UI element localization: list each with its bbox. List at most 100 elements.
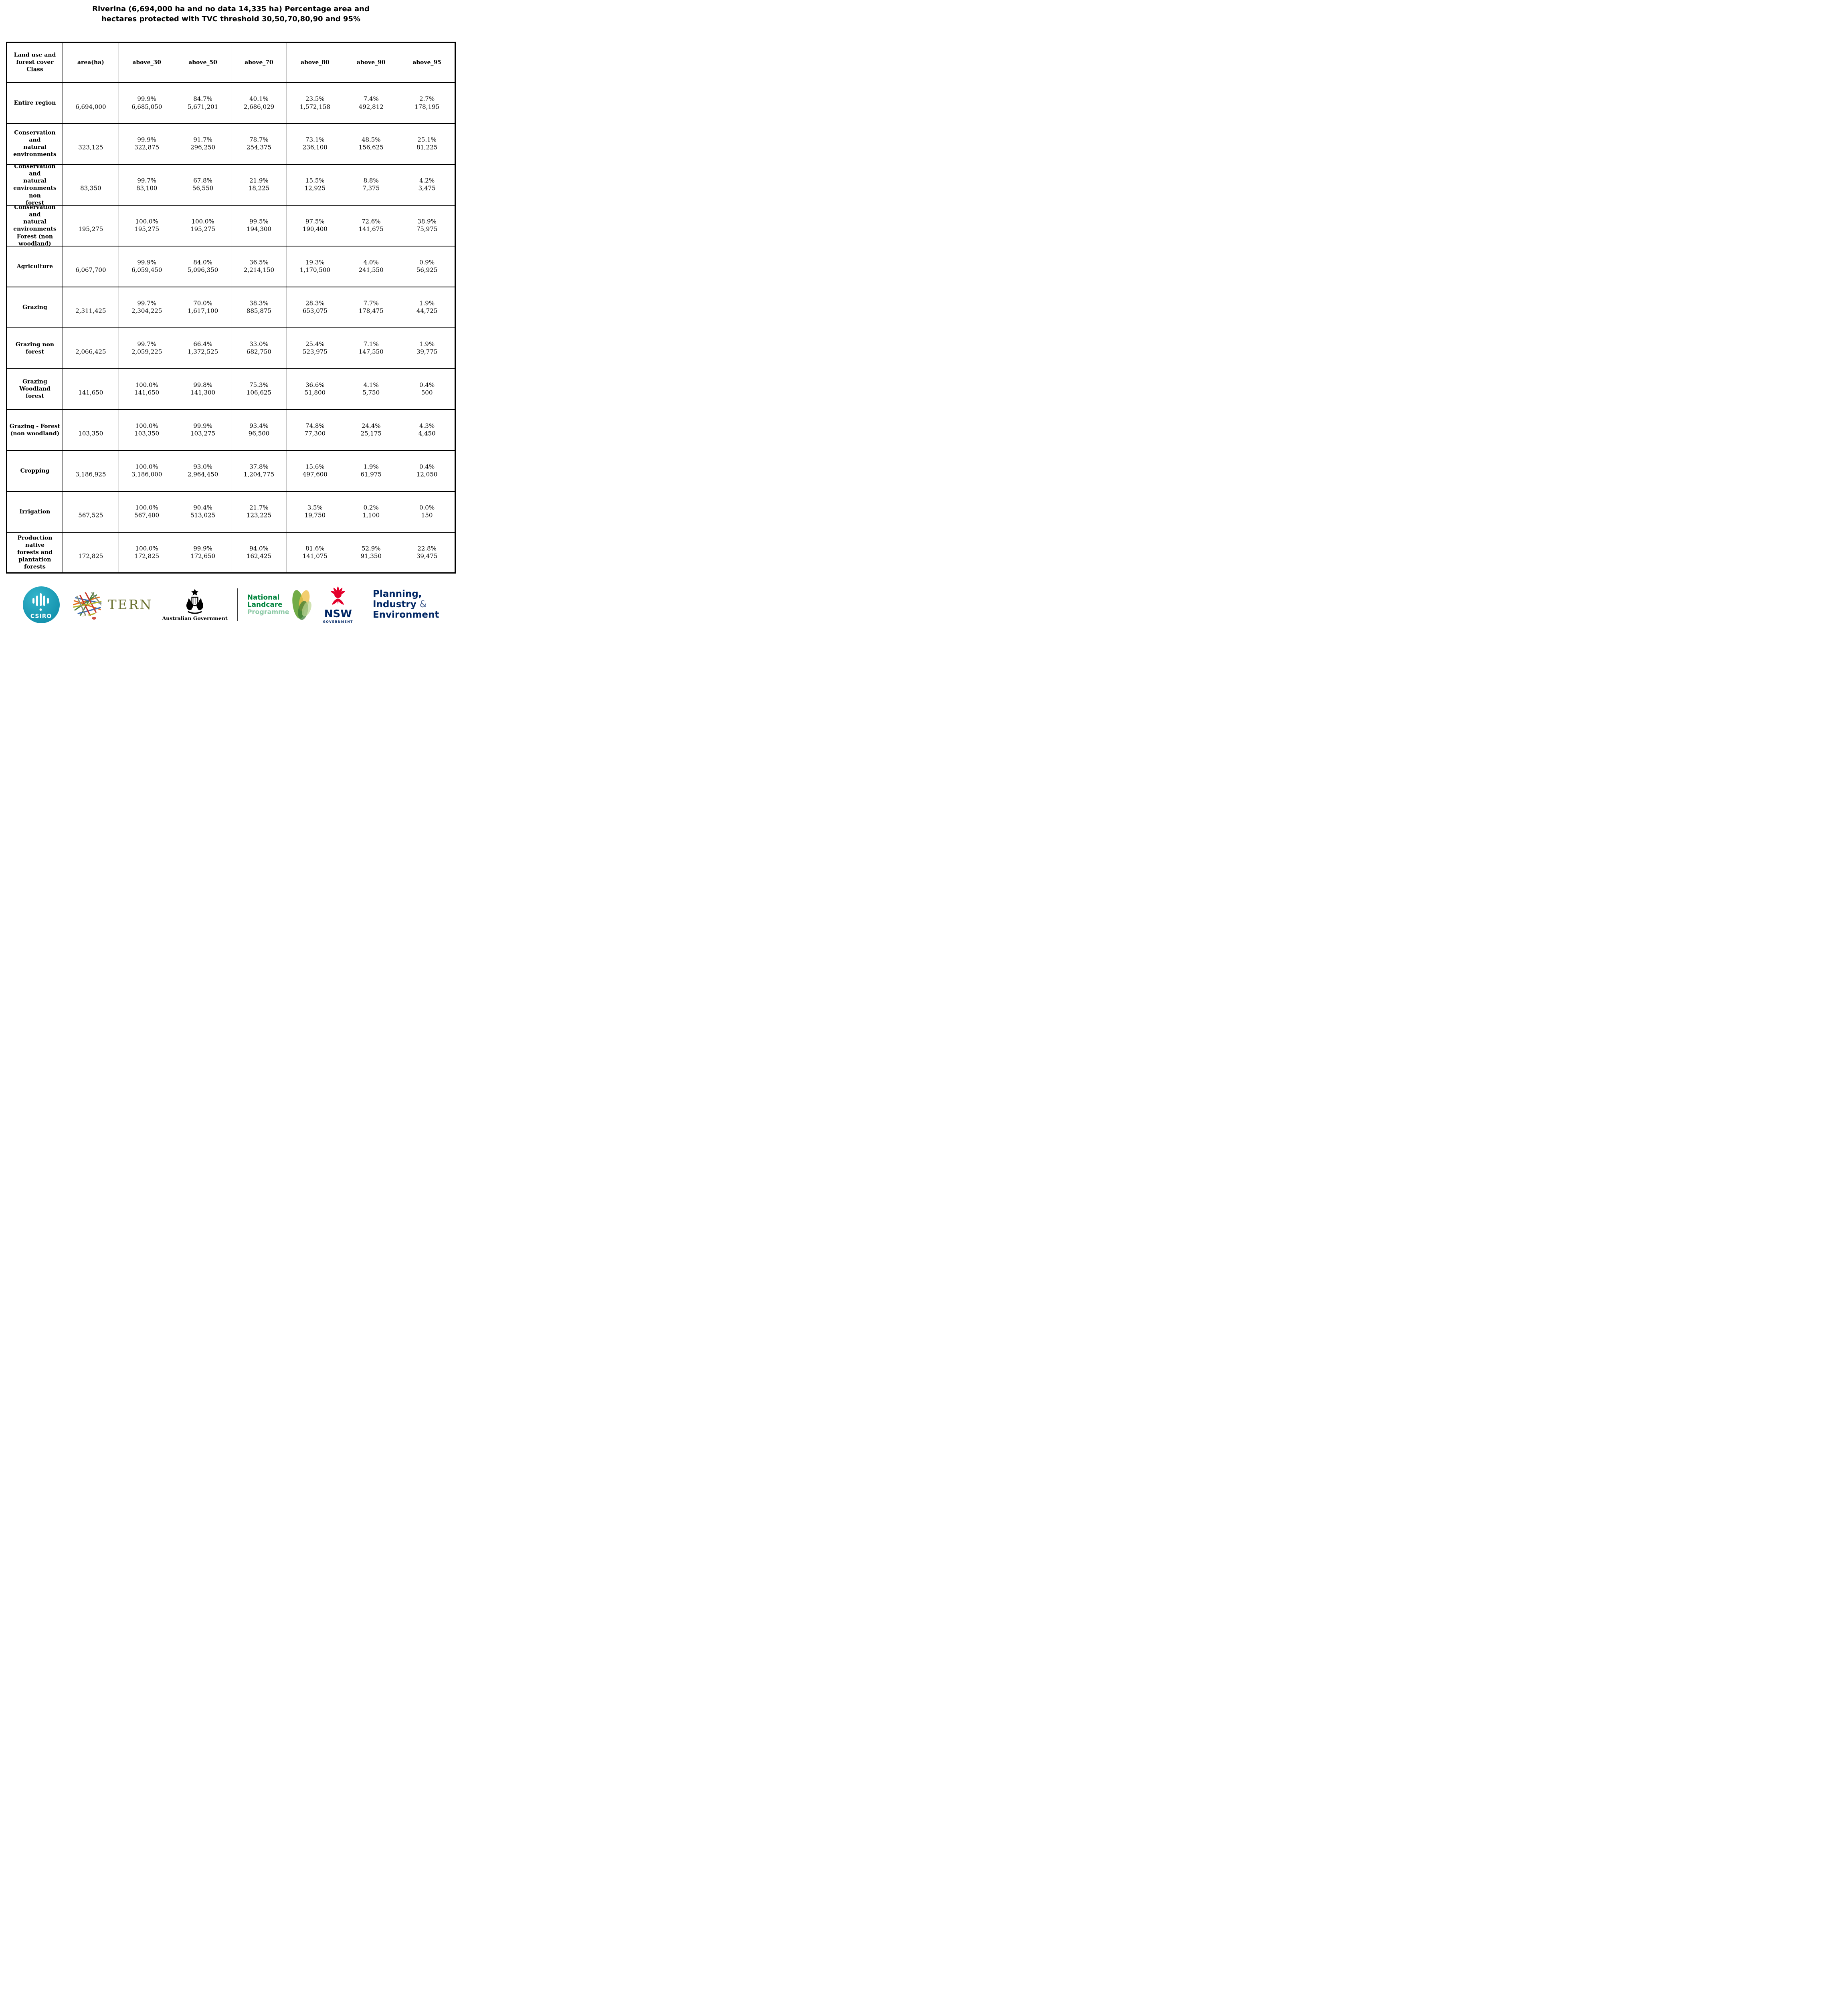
hectares-value: 39,775: [416, 348, 438, 356]
percent-value: 21.9%: [249, 177, 269, 184]
cell-above_80: 23.5% 1,572,158: [287, 82, 344, 123]
row-label: Conservation and natural environments: [13, 129, 57, 158]
percent-value: 24.4%: [361, 422, 381, 430]
percent-value: 4.2%: [419, 177, 435, 184]
hectares-value: 190,400: [302, 225, 328, 233]
cell-area-ha: 2,066,425: [62, 327, 119, 369]
planning-line2: Industry &: [372, 599, 439, 610]
column-header-label: above_50: [188, 59, 217, 66]
cell-above_30: 100.0% 103,350: [118, 409, 175, 450]
hectares-value: 141,300: [190, 389, 216, 396]
cell-area-ha: 172,825: [62, 531, 119, 573]
coat-of-arms-icon: [186, 588, 204, 614]
column-header-above_70: above_70: [230, 42, 287, 83]
cell-above_50: 90.4% 513,025: [174, 491, 231, 532]
divider: [237, 588, 238, 621]
hectares-value: 103,275: [190, 430, 216, 437]
planning-line2-text: Industry: [372, 599, 417, 610]
percent-value: 66.4%: [193, 340, 212, 348]
percent-value: 99.9%: [193, 545, 212, 552]
tern-label: TERN: [107, 597, 153, 613]
cell-above_80: 97.5% 190,400: [287, 204, 344, 246]
cell-above_70: 78.7% 254,375: [230, 123, 287, 164]
percent-value: 100.0%: [135, 381, 158, 389]
percent-value: 25.4%: [305, 340, 325, 348]
cell-above_70: 38.3% 885,875: [230, 286, 287, 328]
cell-above_80: 19.3% 1,170,500: [287, 245, 344, 287]
percent-value: 19.3%: [305, 259, 325, 266]
page-title-line2: hectares protected with TVC threshold 30…: [101, 15, 361, 24]
cell-above_95: 22.8% 39,475: [399, 531, 455, 573]
percent-value: 67.8%: [193, 177, 212, 184]
hectares-value: 492,812: [358, 103, 384, 111]
hectares-value: 5,671,201: [187, 103, 218, 111]
area-value: 195,275: [78, 225, 103, 233]
row-label: Conservation and natural environments Fo…: [13, 204, 57, 247]
leaf-icon: [292, 590, 311, 620]
cell-above_90: 52.9% 91,350: [343, 531, 400, 573]
hectares-value: 77,300: [304, 430, 326, 437]
percent-value: 2.7%: [419, 95, 435, 103]
hectares-value: 147,550: [358, 348, 384, 356]
hectares-value: 7,375: [362, 184, 380, 192]
cell-above_95: 0.9% 56,925: [399, 245, 455, 287]
row-label: Grazing - Forest (non woodland): [9, 423, 61, 437]
row-label-cell: Grazing: [6, 286, 63, 328]
hectares-value: 12,050: [416, 471, 438, 478]
table-row: Grazing 2,311,425 99.7% 2,304,225 70.0% 1,617…: [6, 286, 455, 328]
hectares-value: 4,450: [418, 430, 436, 437]
row-label: Cropping: [20, 467, 50, 474]
cell-above_50: 91.7% 296,250: [174, 123, 231, 164]
cell-above_80: 73.1% 236,100: [287, 123, 344, 164]
hectares-value: 2,059,225: [131, 348, 162, 356]
percent-value: 0.9%: [419, 259, 435, 266]
cell-above_70: 99.5% 194,300: [230, 204, 287, 246]
hectares-value: 5,096,350: [187, 266, 218, 274]
cell-above_50: 84.0% 5,096,350: [174, 245, 231, 287]
cell-above_50: 100.0% 195,275: [174, 204, 231, 246]
percent-value: 99.8%: [193, 381, 212, 389]
row-label-cell: Grazing Woodland forest: [6, 368, 63, 410]
percent-value: 90.4%: [193, 504, 212, 511]
hectares-value: 39,475: [416, 552, 438, 560]
cell-above_70: 40.1% 2,686,029: [230, 82, 287, 123]
hectares-value: 5,750: [362, 389, 380, 396]
column-header-above_90: above_90: [343, 42, 400, 83]
csiro-wave-icon: [32, 593, 49, 611]
percent-value: 38.9%: [417, 218, 437, 225]
area-value: 83,350: [80, 184, 101, 192]
hectares-value: 513,025: [190, 511, 216, 519]
tern-logo: TERN: [69, 589, 153, 620]
planning-line1: Planning,: [372, 589, 422, 599]
hectares-value: 75,975: [416, 225, 438, 233]
cell-above_70: 75.3% 106,625: [230, 368, 287, 410]
percent-value: 7.4%: [363, 95, 379, 103]
waratah-icon: [331, 586, 346, 605]
cell-above_30: 99.9% 6,685,050: [118, 82, 175, 123]
percent-value: 100.0%: [191, 218, 214, 225]
column-header-label: above_95: [412, 59, 441, 66]
cell-above_95: 0.4% 12,050: [399, 450, 455, 491]
cell-above_50: 67.8% 56,550: [174, 164, 231, 205]
hectares-value: 51,800: [304, 389, 326, 396]
percent-value: 22.8%: [417, 545, 437, 552]
percent-value: 73.1%: [305, 136, 325, 143]
cell-above_30: 99.9% 6,059,450: [118, 245, 175, 287]
percent-value: 100.0%: [135, 422, 158, 430]
row-label-cell: Production native forests and plantation…: [6, 531, 63, 573]
cell-above_80: 81.6% 141,075: [287, 531, 344, 573]
percent-value: 36.6%: [305, 381, 325, 389]
cell-area-ha: 6,067,700: [62, 245, 119, 287]
nsw-government-label: GOVERNMENT: [323, 620, 353, 624]
hectares-value: 195,275: [190, 225, 216, 233]
hectares-value: 12,925: [304, 184, 326, 192]
row-label-cell: Conservation and natural environments Fo…: [6, 204, 63, 247]
hectares-value: 523,975: [302, 348, 328, 356]
hectares-value: 56,925: [416, 266, 438, 274]
hectares-value: 653,075: [302, 307, 328, 315]
ampersand: &: [419, 599, 427, 610]
cell-above_30: 100.0% 567,400: [118, 491, 175, 532]
percent-value: 84.7%: [193, 95, 212, 103]
hectares-value: 141,650: [134, 389, 160, 396]
hectares-value: 194,300: [246, 225, 271, 233]
